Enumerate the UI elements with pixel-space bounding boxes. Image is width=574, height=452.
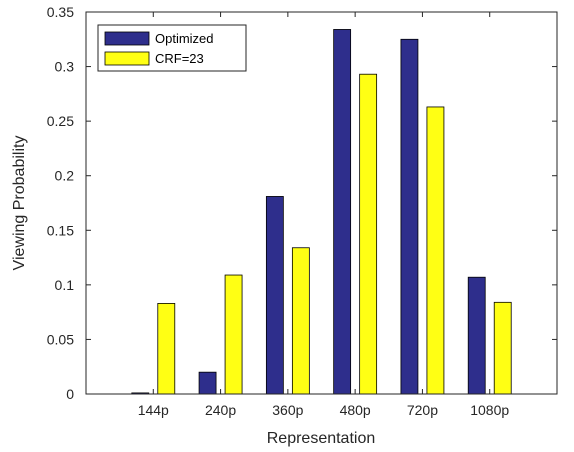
legend: Optimized CRF=23 <box>97 24 247 72</box>
bar-crf23-240p <box>224 274 243 395</box>
legend-label-crf23: CRF=23 <box>155 51 204 66</box>
bar-crf23-1080p <box>493 301 512 395</box>
bar-optimized-480p <box>333 29 352 395</box>
x-axis-label: Representation <box>267 430 376 447</box>
y-tick-label: 0.35 <box>47 4 74 20</box>
legend-label-optimized: Optimized <box>155 31 214 46</box>
bar-optimized-360p <box>265 196 284 395</box>
x-tick-label-1080p: 1080p <box>470 402 509 418</box>
bar-crf23-480p <box>359 73 378 395</box>
bar-optimized-1080p <box>467 276 486 395</box>
bar-optimized-240p <box>198 371 217 395</box>
y-tick-label: 0.1 <box>55 277 75 293</box>
y-axis: 0 0.05 0.1 0.15 0.2 0.25 0.3 0.35 <box>47 4 557 402</box>
x-tick-label-480p: 480p <box>340 402 371 418</box>
x-tick-label-240p: 240p <box>205 402 236 418</box>
y-tick-label: 0 <box>66 386 74 402</box>
plot-frame <box>85 11 558 395</box>
bar-crf23-720p <box>426 106 445 395</box>
bar-crf23-360p <box>291 247 310 395</box>
x-tick-label-144p: 144p <box>138 402 169 418</box>
legend-swatch-optimized <box>104 31 150 46</box>
y-tick-label: 0.2 <box>55 168 75 184</box>
y-tick-label: 0.15 <box>47 222 74 238</box>
y-tick-label: 0.05 <box>47 331 74 347</box>
y-tick-label: 0.25 <box>47 113 74 129</box>
bar-optimized-720p <box>400 38 419 395</box>
legend-swatch-crf23 <box>104 51 150 66</box>
bar-crf23-144p <box>157 303 176 395</box>
bars-layer <box>131 29 512 395</box>
y-axis-label: Viewing Probability <box>11 136 28 271</box>
x-tick-label-720p: 720p <box>407 402 438 418</box>
x-axis: 144p 240p 360p 480p 720p 1080p <box>138 12 509 418</box>
y-tick-label: 0.3 <box>55 59 75 75</box>
x-tick-label-360p: 360p <box>272 402 303 418</box>
